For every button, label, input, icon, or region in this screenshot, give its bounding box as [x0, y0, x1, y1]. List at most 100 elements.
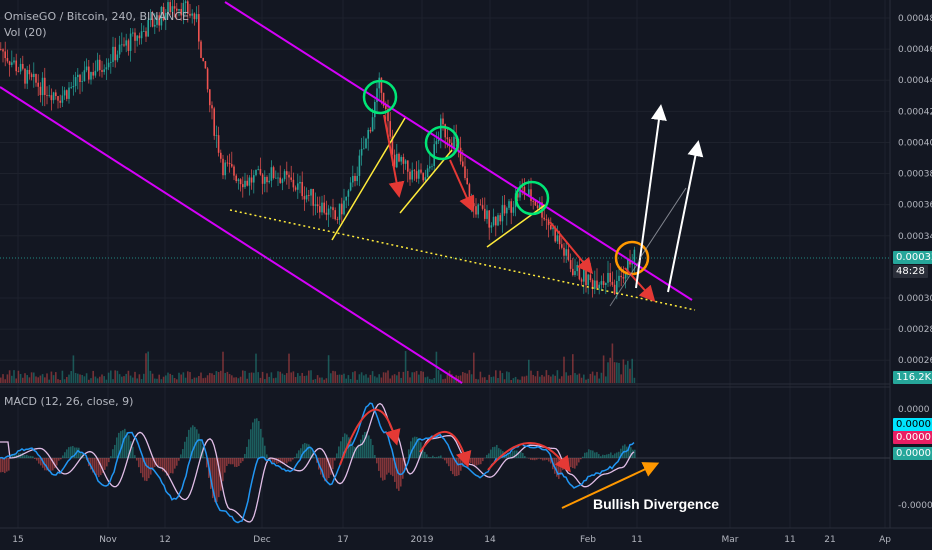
candle-body — [138, 35, 141, 39]
candle-body — [519, 186, 521, 198]
macd-hist-bar — [300, 448, 302, 458]
candle-body — [303, 196, 306, 200]
candle-body — [125, 40, 127, 46]
candle-body — [160, 6, 163, 26]
candle-body — [88, 66, 90, 80]
volume-bar — [204, 377, 207, 383]
candle-body — [633, 249, 636, 264]
macd-hist-bar — [144, 458, 146, 481]
macd-hist-bar — [476, 458, 478, 466]
candle-body — [532, 201, 534, 202]
candle-body — [136, 35, 138, 41]
macd-hist-bar — [188, 429, 190, 458]
macd-hist-bar — [356, 446, 358, 458]
macd-hist-bar — [176, 458, 178, 466]
candle-body — [94, 70, 97, 76]
volume-bar — [479, 371, 482, 383]
symbol-legend[interactable]: OmiseGO / Bitcoin, 240, BINANCE — [4, 10, 189, 23]
macd-line — [0, 402, 635, 524]
macd-hist-bar — [614, 453, 616, 458]
candle-body — [8, 61, 11, 65]
volume-bar — [70, 371, 72, 383]
candle-body — [220, 152, 222, 159]
macd-hist-bar — [236, 458, 238, 467]
macd-hist-bar — [108, 458, 110, 463]
price-axis[interactable]: 0.000480 0.000460 0.000440 0.000420 0.000400… — [898, 14, 932, 366]
candle-body — [437, 139, 440, 142]
volume-bar — [510, 379, 512, 383]
volume-bar — [301, 372, 303, 383]
candle-body — [99, 59, 101, 71]
macd-axis[interactable]: 0.0000 -0.0000 — [898, 405, 932, 511]
macd-hist-bar — [608, 453, 610, 458]
candle-body — [165, 12, 167, 20]
candle-body — [336, 219, 339, 220]
last-price-tag: 0.000326 — [893, 251, 932, 264]
rejection-circle-2 — [424, 125, 460, 161]
macd-hist-bar — [192, 425, 194, 458]
macd-hist-bar — [178, 458, 180, 461]
macd-hist-bar — [196, 429, 198, 458]
volume-bar — [266, 373, 268, 383]
volume-bar — [30, 372, 33, 383]
candle-body — [387, 108, 389, 122]
candle-body — [266, 176, 268, 183]
candle-body — [24, 68, 26, 84]
macd-hist-bar — [396, 458, 398, 489]
candle-body — [440, 118, 442, 140]
volume-bars — [0, 343, 636, 383]
candle-body — [277, 177, 279, 179]
macd-hist-bar — [46, 458, 48, 471]
volume-bar — [180, 374, 182, 383]
candle-body — [501, 205, 504, 222]
volume-bar — [52, 375, 55, 383]
volume-bar — [589, 373, 592, 383]
volume-bar — [327, 355, 330, 383]
candle-body — [613, 284, 616, 295]
macd-hist-bar — [610, 452, 612, 458]
volume-bar — [297, 373, 299, 383]
macd-hist-bar — [56, 458, 58, 466]
candle-body — [316, 204, 319, 207]
candle-body — [4, 51, 6, 59]
volume-bar — [400, 377, 402, 383]
macd-hist-bar — [486, 454, 488, 458]
candle-body — [173, 6, 176, 9]
macd-hist-bar — [468, 458, 470, 462]
volume-bar — [587, 378, 589, 383]
macd-hist-bar — [294, 457, 296, 458]
volume-bar — [206, 375, 209, 383]
macd-hist-bar — [220, 458, 222, 491]
volume-bar — [116, 370, 119, 383]
candle-body — [580, 279, 583, 282]
candle-body — [52, 92, 55, 101]
candle-body — [475, 206, 477, 215]
volume-bar — [277, 371, 279, 383]
candle-body — [13, 60, 15, 63]
macd-hist-bar — [290, 458, 292, 462]
volume-bar — [528, 359, 530, 383]
volume-bar — [561, 376, 563, 383]
volume-bar — [585, 379, 587, 383]
volume-bar — [629, 368, 631, 383]
volume-legend[interactable]: Vol (20) — [4, 26, 47, 39]
candle-body — [330, 207, 332, 209]
candle-body — [156, 15, 158, 25]
candle-body — [193, 13, 196, 20]
volume-bar — [569, 375, 572, 383]
macd-hist-bar — [40, 458, 42, 466]
macd-hist-bar — [142, 458, 144, 478]
volume-bar — [99, 376, 101, 383]
candle-body — [301, 181, 303, 197]
macd-hist-bar — [258, 421, 260, 458]
volume-bar — [17, 370, 20, 383]
volume-bar — [13, 370, 15, 383]
grid — [0, 0, 890, 528]
candle-body — [61, 95, 64, 103]
macd-legend[interactable]: MACD (12, 26, close, 9) — [4, 395, 134, 408]
time-axis[interactable]: 15 Nov 12 Dec 17 2019 14 Feb 11 Mar 11 21 Ap — [12, 535, 891, 545]
volume-bar — [473, 352, 475, 383]
volume-bar — [385, 372, 387, 383]
candle-body — [563, 247, 565, 256]
